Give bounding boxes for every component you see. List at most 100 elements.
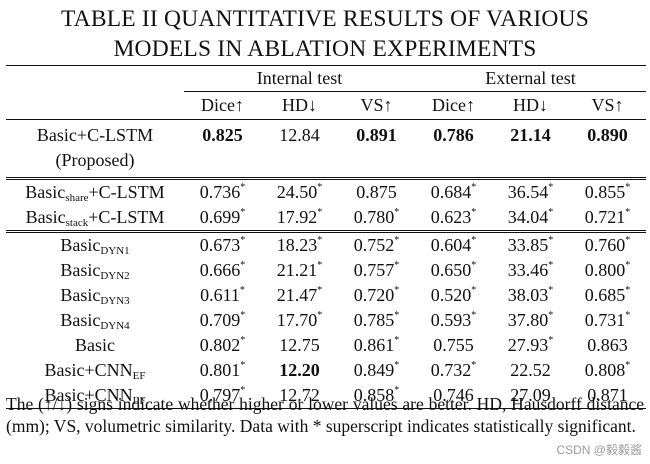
table-cell: 0.755 xyxy=(433,335,474,355)
significance-marker: * xyxy=(625,207,631,218)
significance-marker: * xyxy=(471,182,477,193)
table-cell: 0.699* xyxy=(199,207,246,227)
table-cell: 0.611* xyxy=(200,285,245,305)
table-cell: 0.666* xyxy=(199,260,246,280)
significance-marker: * xyxy=(471,285,477,296)
significance-marker: * xyxy=(548,182,554,193)
table-title: TABLE II QUANTITATIVE RESULTS OF VARIOUS… xyxy=(0,0,650,64)
proposed-row: Basic+C-LSTM 0.825 12.84 0.891 0.786 21.… xyxy=(6,120,646,149)
model-name: Basicshare+C-LSTM xyxy=(6,177,184,205)
table-cell: 0.875 xyxy=(338,177,415,205)
table-cell: 0.593* xyxy=(430,310,477,330)
table-cell: 22.52 xyxy=(510,360,551,380)
significance-marker: * xyxy=(625,310,631,321)
table-cell: 0.849* xyxy=(353,360,400,380)
table-cell: 0.685* xyxy=(584,285,631,305)
significance-marker: * xyxy=(394,235,400,246)
significance-marker: * xyxy=(394,285,400,296)
model-name: Basic+CNNEF xyxy=(44,360,146,382)
significance-marker: * xyxy=(394,260,400,271)
table-cell: 33.46* xyxy=(507,260,554,280)
table-cell: 12.75 xyxy=(279,335,320,355)
significance-marker: * xyxy=(625,182,631,193)
table-cell: 0.858* xyxy=(338,383,415,409)
table-cell: 33.85* xyxy=(492,230,569,258)
significance-marker: * xyxy=(548,235,554,246)
significance-marker: * xyxy=(625,285,631,296)
table-cell: 27.93* xyxy=(507,335,554,355)
significance-marker: * xyxy=(625,260,631,271)
table-cell: 12.72 xyxy=(261,383,338,409)
table-cell: 0.752* xyxy=(338,230,415,258)
metric-header: Dice↑ xyxy=(184,91,261,120)
table-cell: 0.623* xyxy=(430,207,477,227)
significance-marker: * xyxy=(317,182,323,193)
table-cell: 0.650* xyxy=(430,260,477,280)
significance-marker: * xyxy=(240,310,246,321)
table-cell: 0.736* xyxy=(184,177,261,205)
significance-marker: * xyxy=(317,310,323,321)
metric-header: VS↑ xyxy=(338,91,415,120)
model-name: Basicstack+C-LSTM xyxy=(25,207,165,229)
table-cell: 24.50* xyxy=(261,177,338,205)
significance-marker: * xyxy=(548,335,554,346)
significance-marker: * xyxy=(471,310,477,321)
significance-marker: * xyxy=(240,335,246,346)
table-cell: 0.863 xyxy=(587,335,628,355)
metric-header-row: Dice↑ HD↓ VS↑ Dice↑ HD↓ VS↑ xyxy=(6,91,646,120)
significance-marker: * xyxy=(317,235,323,246)
model-name: BasicDYN3 xyxy=(60,285,130,307)
table-cell: 36.54* xyxy=(492,177,569,205)
metric-header: HD↓ xyxy=(261,91,338,120)
model-subscript: EF xyxy=(132,370,146,382)
results-table: Internal test External test Dice↑ HD↓ VS… xyxy=(6,65,646,409)
table-cell: 0.785* xyxy=(353,310,400,330)
significance-marker: * xyxy=(394,360,400,371)
significance-marker: * xyxy=(471,207,477,218)
table-cell: 27.09 xyxy=(492,383,569,409)
model-name: Basic+C-LSTM xyxy=(36,125,154,145)
table-cell: 17.70* xyxy=(276,310,323,330)
model-subscript: DYN4 xyxy=(100,320,130,332)
model-subscript: stack xyxy=(65,217,89,229)
significance-marker: * xyxy=(471,260,477,271)
proposed-cell: 0.825 xyxy=(202,125,243,145)
table-row: Basicshare+C-LSTM 0.736* 24.50* 0.875 0.684*… xyxy=(6,177,646,205)
model-subscript: DYN2 xyxy=(100,270,130,282)
table-cell: 0.746 xyxy=(415,383,492,409)
table-cell: 0.720* xyxy=(353,285,400,305)
table-cell: 0.808* xyxy=(584,360,631,380)
model-name: Basic+CNNLF xyxy=(6,383,184,409)
table-cell: 0.802* xyxy=(199,335,246,355)
table-footnote: The (↑/↓) signs indicate whether higher … xyxy=(6,394,644,436)
table-row: BasicDYN4 0.709* 17.70* 0.785* 0.593* 37.80* 0… xyxy=(6,308,646,333)
table-row: BasicDYN1 0.673* 18.23* 0.752* 0.604* 33.85* 0… xyxy=(6,230,646,258)
significance-marker: * xyxy=(625,360,631,371)
model-subscript: LF xyxy=(132,395,146,407)
proposed-note: (Proposed) xyxy=(55,150,135,170)
table-row: Basicstack+C-LSTM 0.699* 17.92* 0.780* 0.623… xyxy=(6,205,646,232)
significance-marker: * xyxy=(240,260,246,271)
significance-marker: * xyxy=(239,285,245,296)
table-cell: 38.03* xyxy=(507,285,554,305)
significance-marker: * xyxy=(317,285,323,296)
table-cell: 0.721* xyxy=(584,207,631,227)
significance-marker: * xyxy=(317,260,323,271)
table-cell: 17.92* xyxy=(276,207,323,227)
table-cell: 0.709* xyxy=(199,310,246,330)
significance-marker: * xyxy=(471,235,477,246)
proposed-cell: 0.891 xyxy=(356,125,397,145)
significance-marker: * xyxy=(394,310,400,321)
table-cell: 0.855* xyxy=(569,177,646,205)
watermark: CSDN @毅毅酱 xyxy=(556,443,642,457)
significance-marker: * xyxy=(240,207,246,218)
table-cell: 0.757* xyxy=(353,260,400,280)
table-cell: 0.732* xyxy=(430,360,477,380)
table-cell: 0.797* xyxy=(184,383,261,409)
table-cell: 18.23* xyxy=(261,230,338,258)
metric-header: HD↓ xyxy=(492,91,569,120)
significance-marker: * xyxy=(240,235,246,246)
significance-marker: * xyxy=(471,360,477,371)
model-name: BasicDYN1 xyxy=(6,230,184,258)
proposed-cell: 12.84 xyxy=(279,125,320,145)
